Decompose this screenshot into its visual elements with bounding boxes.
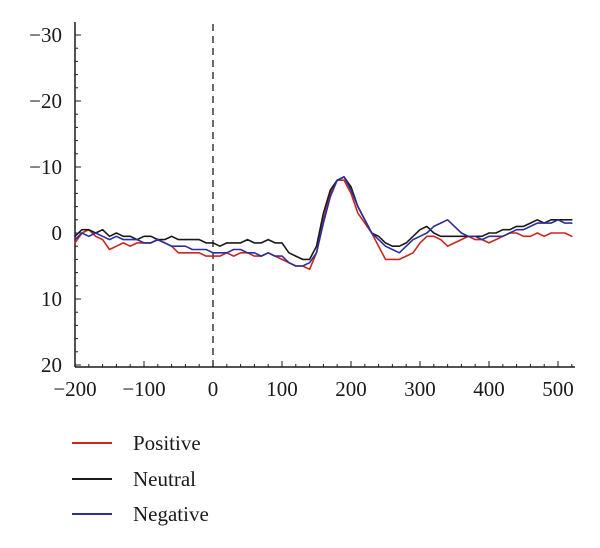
- legend-label-positive: Positive: [133, 431, 201, 455]
- x-tick-label: 200: [335, 377, 367, 401]
- x-tick-label: 0: [208, 377, 219, 401]
- y-tick-label: 10: [41, 287, 62, 311]
- legend: Positive Neutral Negative: [72, 431, 209, 526]
- y-tick-label: 0: [52, 221, 63, 245]
- y-tick-label: 20: [41, 353, 62, 377]
- series-line-negative: [74, 176, 573, 267]
- y-tick-label: −20: [29, 89, 62, 113]
- x-tick-label: −100: [122, 377, 165, 401]
- x-tick-label: 400: [473, 377, 505, 401]
- y-tick-label: −10: [29, 155, 62, 179]
- x-tick-label: 100: [266, 377, 298, 401]
- legend-label-neutral: Neutral: [133, 467, 196, 491]
- x-ticks: −200 −100 0 100 200 300 400 500: [53, 361, 574, 401]
- axes: [74, 22, 575, 368]
- x-tick-label: −200: [53, 377, 96, 401]
- y-ticks: −30 −20 −10 0 10 20: [29, 23, 81, 377]
- series-layer: [74, 176, 573, 271]
- x-tick-label: 500: [542, 377, 574, 401]
- x-tick-label: 300: [404, 377, 436, 401]
- y-tick-label: −30: [29, 23, 62, 47]
- legend-label-negative: Negative: [133, 502, 209, 526]
